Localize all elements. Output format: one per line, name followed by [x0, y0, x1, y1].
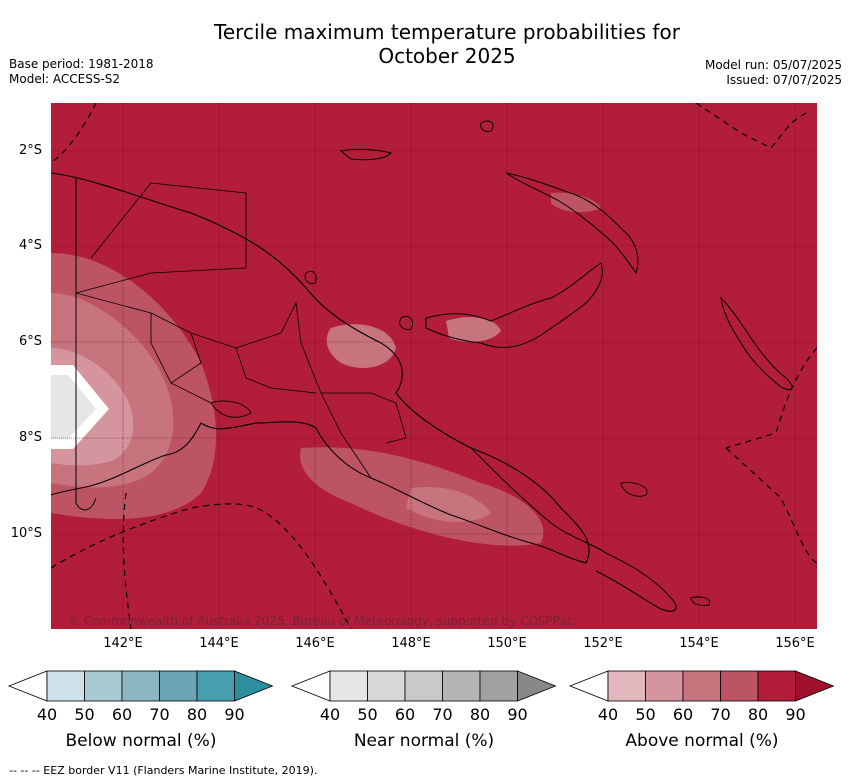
base-period-text: Base period: 1981-2018 [9, 57, 154, 71]
lon-label-144e: 144°E [199, 636, 239, 651]
colorbar-below-normal: 40 50 60 70 80 90 [7, 670, 274, 724]
model-run-text: Model run: 05/07/2025 [704, 58, 842, 72]
colorbar-above-normal: 40 50 60 70 80 90 [568, 670, 835, 724]
colorbar-above-tick-label: 40 [598, 705, 618, 724]
contour-above-80-newireland [551, 192, 601, 213]
colorbar-title-above: Above normal (%) [625, 731, 779, 751]
lon-label-142e: 142°E [103, 636, 143, 651]
manus-island-coast [339, 148, 392, 161]
lon-label-152e: 152°E [583, 636, 623, 651]
colorbar-above-tick-label: 90 [785, 705, 805, 724]
lon-label-150e: 150°E [487, 636, 527, 651]
contour-above-70-central [326, 324, 396, 368]
lon-label-156e: 156°E [775, 636, 815, 651]
colorbar-near-tick-label: 90 [507, 705, 527, 724]
papuan-peninsula-coast [470, 447, 677, 612]
colorbar-below-tick-label: 90 [224, 705, 244, 724]
lon-label-146e: 146°E [295, 636, 335, 651]
colorbar-above-segment [757, 670, 796, 702]
map-title: Tercile maximum temperature probabilitie… [150, 20, 744, 68]
contour-near-normal-west [51, 375, 96, 439]
eez-borders [50, 102, 818, 630]
colorbar-below-tick-label: 80 [187, 705, 207, 724]
contour-above-70-south [406, 487, 491, 523]
colorbar-title-below: Below normal (%) [65, 731, 217, 751]
model-text: Model: ACCESS-S2 [9, 72, 121, 86]
map-panel [50, 102, 818, 630]
colorbar-near-segment [329, 670, 368, 702]
new-ireland-coast [505, 172, 639, 275]
colorbar-below-tick-label: 50 [74, 705, 94, 724]
colorbar-above-tick-label: 80 [748, 705, 768, 724]
small-islands [210, 120, 711, 606]
colorbar-below-tick-label: 60 [112, 705, 132, 724]
issued-text: Issued: 07/07/2025 [726, 73, 842, 87]
colorbar-title-near: Near normal (%) [353, 731, 495, 751]
contour-above-70-east [446, 317, 501, 343]
international-border [75, 178, 97, 511]
colorbar-below-segment [84, 670, 123, 702]
colorbar-above-segment [607, 670, 646, 702]
colorbars: 40 50 60 70 80 90 40 50 60 70 80 90 40 50 60 70 80 90 [7, 670, 835, 724]
lat-label-6s: 6°S [18, 334, 42, 349]
title-line-1: Tercile maximum temperature probabilitie… [214, 20, 680, 44]
colorbar-near-segment [404, 670, 443, 702]
copyright-text: © Commonwealth of Australia 2025, Bureau… [68, 614, 574, 628]
meta-right: Model run: 05/07/2025 Issued: 07/07/2025 [705, 58, 842, 88]
colorbar-above-segment [645, 670, 684, 702]
colorbar-near-segment [367, 670, 406, 702]
colorbar-below-tick-label: 40 [37, 705, 57, 724]
colorbar-above-tick-label: 70 [710, 705, 730, 724]
colorbar-below-high-arrow [234, 670, 274, 702]
colorbar-below-segment [121, 670, 160, 702]
new-guinea-coastline [50, 172, 590, 564]
lat-label-10s: 10°S [10, 526, 42, 541]
map-svg [50, 102, 818, 630]
colorbar-above-low-arrow [568, 670, 609, 702]
colorbar-below-segment [159, 670, 198, 702]
lon-label-154e: 154°E [679, 636, 719, 651]
colorbar-above-segment [720, 670, 759, 702]
colorbar-above-tick-label: 60 [673, 705, 693, 724]
lat-label-4s: 4°S [18, 238, 42, 253]
colorbar-near-tick-label: 40 [320, 705, 340, 724]
colorbar-near-segment [479, 670, 518, 702]
new-britain-coast [425, 262, 603, 348]
lat-label-8s: 8°S [18, 430, 42, 445]
colorbar-below-low-arrow [7, 670, 48, 702]
colorbar-above-segment [682, 670, 721, 702]
meta-left: Base period: 1981-2018 Model: ACCESS-S2 [9, 57, 154, 87]
colorbar-near-tick-label: 50 [357, 705, 377, 724]
lon-label-148e: 148°E [391, 636, 431, 651]
colorbar-near-segment [442, 670, 481, 702]
colorbar-below-tick-label: 70 [149, 705, 169, 724]
colorbar-near-tick-label: 70 [432, 705, 452, 724]
colorbar-near-high-arrow [517, 670, 557, 702]
colorbar-near-tick-label: 60 [395, 705, 415, 724]
colorbar-near-normal: 40 50 60 70 80 90 [290, 670, 557, 724]
colorbar-below-segment [46, 670, 85, 702]
colorbar-above-high-arrow [795, 670, 835, 702]
title-line-2: October 2025 [378, 44, 516, 68]
lat-label-2s: 2°S [18, 143, 42, 158]
eez-footer-note: -- -- -- EEZ border V11 (Flanders Marine… [9, 764, 318, 777]
colorbar-above-tick-label: 50 [635, 705, 655, 724]
colorbar-near-tick-label: 80 [470, 705, 490, 724]
colorbar-below-segment [196, 670, 235, 702]
colorbar-near-low-arrow [290, 670, 331, 702]
